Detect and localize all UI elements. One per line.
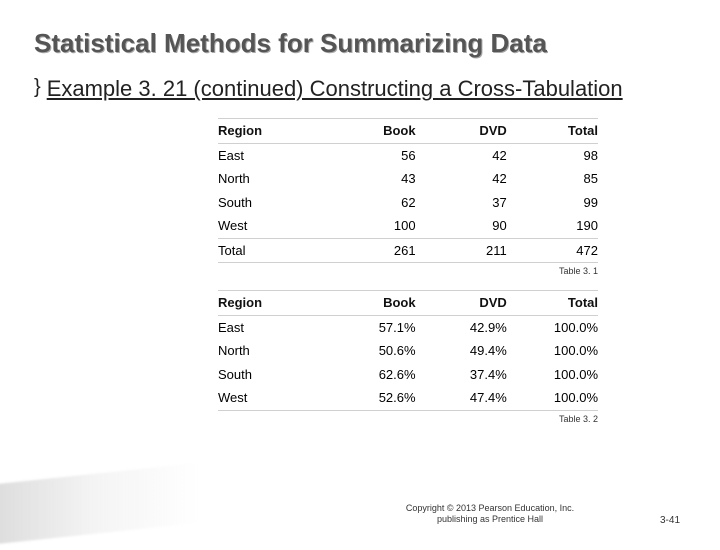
- cell-region: West: [218, 214, 324, 238]
- copyright-line1: Copyright © 2013 Pearson Education, Inc.: [406, 503, 574, 513]
- table-row: East 56 42 98: [218, 143, 598, 167]
- cross-tab-counts-table: Region Book DVD Total East 56 42 98 Nort…: [218, 118, 598, 263]
- cell-region: South: [218, 363, 324, 387]
- cell-book: 57.1%: [324, 315, 415, 339]
- cell-dvd: 42: [416, 167, 507, 191]
- page-number: 3-41: [660, 515, 680, 526]
- cell-total: 190: [507, 214, 598, 238]
- cell-total: 100.0%: [507, 386, 598, 410]
- table1-caption: Table 3. 1: [218, 266, 598, 276]
- cell-region: South: [218, 191, 324, 215]
- example-subtitle: Example 3. 21 (continued) Constructing a…: [47, 75, 623, 103]
- table-row: East 57.1% 42.9% 100.0%: [218, 315, 598, 339]
- page-title: Statistical Methods for Summarizing Data: [34, 28, 686, 59]
- cell-book: 62: [324, 191, 415, 215]
- table-header-row: Region Book DVD Total: [218, 291, 598, 316]
- cell-book: 261: [324, 238, 415, 263]
- subtitle-row: } Example 3. 21 (continued) Constructing…: [34, 75, 686, 103]
- cell-dvd: 49.4%: [416, 339, 507, 363]
- cross-tab-percent-table: Region Book DVD Total East 57.1% 42.9% 1…: [218, 290, 598, 411]
- cell-total: 98: [507, 143, 598, 167]
- cell-book: 52.6%: [324, 386, 415, 410]
- cell-region: North: [218, 339, 324, 363]
- table-row: North 50.6% 49.4% 100.0%: [218, 339, 598, 363]
- cell-dvd: 42: [416, 143, 507, 167]
- cell-dvd: 47.4%: [416, 386, 507, 410]
- cell-total: 472: [507, 238, 598, 263]
- col-header-book: Book: [324, 119, 415, 144]
- cell-total: 100.0%: [507, 315, 598, 339]
- cell-region: Total: [218, 238, 324, 263]
- copyright-line2: publishing as Prentice Hall: [437, 514, 543, 524]
- col-header-region: Region: [218, 291, 324, 316]
- cell-total: 100.0%: [507, 363, 598, 387]
- col-header-dvd: DVD: [416, 119, 507, 144]
- cell-dvd: 42.9%: [416, 315, 507, 339]
- cell-dvd: 37: [416, 191, 507, 215]
- col-header-total: Total: [507, 291, 598, 316]
- cell-book: 43: [324, 167, 415, 191]
- table-row: West 100 90 190: [218, 214, 598, 238]
- table-row: South 62.6% 37.4% 100.0%: [218, 363, 598, 387]
- cell-book: 62.6%: [324, 363, 415, 387]
- cell-dvd: 37.4%: [416, 363, 507, 387]
- cell-total: 99: [507, 191, 598, 215]
- cell-dvd: 211: [416, 238, 507, 263]
- table-row: North 43 42 85: [218, 167, 598, 191]
- col-header-dvd: DVD: [416, 291, 507, 316]
- slide: Statistical Methods for Summarizing Data…: [0, 0, 720, 540]
- copyright-text: Copyright © 2013 Pearson Education, Inc.…: [380, 503, 600, 526]
- footer: Copyright © 2013 Pearson Education, Inc.…: [40, 503, 680, 526]
- tables-container: Region Book DVD Total East 56 42 98 Nort…: [218, 118, 598, 438]
- cell-region: West: [218, 386, 324, 410]
- bullet-brace: }: [34, 75, 41, 99]
- cell-total: 85: [507, 167, 598, 191]
- table-total-row: Total 261 211 472: [218, 238, 598, 263]
- cell-total: 100.0%: [507, 339, 598, 363]
- cell-region: East: [218, 315, 324, 339]
- cell-region: North: [218, 167, 324, 191]
- col-header-region: Region: [218, 119, 324, 144]
- table-row: South 62 37 99: [218, 191, 598, 215]
- table2-caption: Table 3. 2: [218, 414, 598, 424]
- cell-book: 56: [324, 143, 415, 167]
- cell-book: 50.6%: [324, 339, 415, 363]
- col-header-book: Book: [324, 291, 415, 316]
- table-header-row: Region Book DVD Total: [218, 119, 598, 144]
- table-row: West 52.6% 47.4% 100.0%: [218, 386, 598, 410]
- cell-book: 100: [324, 214, 415, 238]
- col-header-total: Total: [507, 119, 598, 144]
- cell-region: East: [218, 143, 324, 167]
- cell-dvd: 90: [416, 214, 507, 238]
